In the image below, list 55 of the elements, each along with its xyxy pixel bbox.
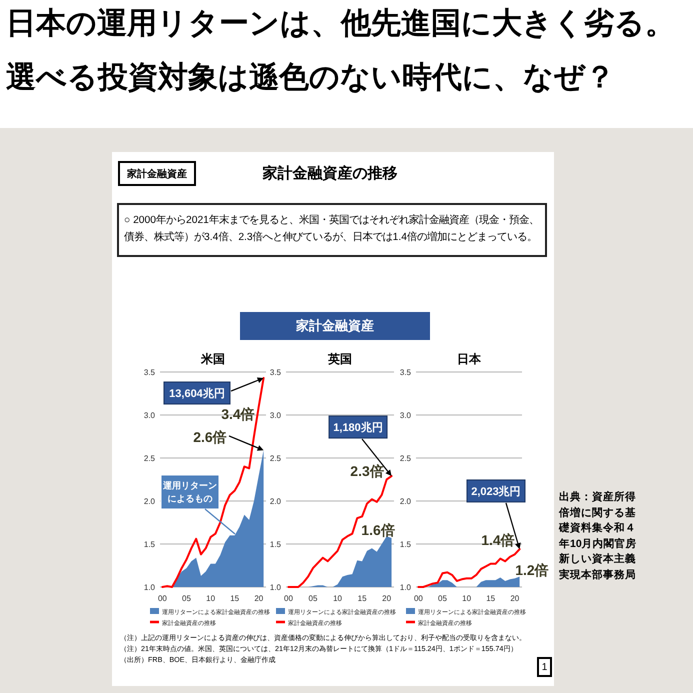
annotation: 2,023兆円 (471, 484, 521, 498)
line-series (161, 377, 265, 588)
annotation: 1.2倍 (515, 562, 549, 578)
y-tick-label: 1.5 (270, 540, 282, 549)
x-tick-label: 00 (414, 594, 424, 603)
x-tick-label: 05 (308, 594, 318, 603)
chart-title: 米国 (200, 352, 225, 366)
y-tick-label: 1.5 (144, 540, 156, 549)
y-tick-label: 3.0 (144, 411, 156, 420)
x-tick-label: 10 (462, 594, 472, 603)
x-tick-label: 10 (206, 594, 216, 603)
text: 家計金融資産 (118, 161, 196, 186)
y-tick-label: 2.5 (144, 454, 156, 463)
x-tick-label: 00 (284, 594, 294, 603)
y-tick-label: 3.5 (270, 368, 282, 377)
y-tick-label: 3.5 (400, 368, 412, 377)
y-tick-label: 2.0 (144, 497, 156, 506)
x-tick-label: 20 (254, 594, 264, 603)
annotation: 2.3倍 (350, 463, 384, 480)
x-tick-label: 00 (158, 594, 168, 603)
annotation: 1.4倍 (481, 532, 515, 548)
y-tick-label: 3.0 (400, 411, 412, 420)
y-tick-label: 2.5 (270, 454, 282, 463)
text: 家計金融資産の推移 (262, 164, 398, 184)
text: ○ 2000年から2021年末までを見ると、米国・英国ではそれぞれ家計金融資産（現金・預金、債券、株式等）が3.4倍、2.3倍へと伸びているが、日本では1.4倍の増加にとどまっている。 (117, 203, 547, 257)
x-tick-label: 20 (510, 594, 520, 603)
y-tick-label: 1.5 (400, 540, 412, 549)
text: 選べる投資対象は遜色のない時代に、なぜ？ (6, 60, 616, 96)
annotation: 13,604兆円 (169, 387, 225, 400)
y-tick-label: 2.0 (270, 497, 282, 506)
y-tick-label: 3.0 (270, 411, 282, 420)
y-tick-label: 2.5 (400, 454, 412, 463)
annotation: 1,180兆円 (333, 421, 383, 434)
text: 家計金融資産 (240, 312, 430, 340)
text: 1 (537, 657, 552, 677)
source-note: 出典：資産所得倍増に関する基礎資料集令和４年10月内閣官房新しい資本主義実現本部事務局 (559, 490, 638, 582)
y-tick-label: 1.0 (144, 583, 156, 592)
annotation: 3.4倍 (221, 406, 255, 422)
y-tick-label: 1.0 (400, 583, 412, 592)
x-tick-label: 10 (333, 594, 343, 603)
annotation: 運用リターンによるもの (162, 480, 217, 504)
x-tick-label: 15 (486, 594, 496, 603)
text: 日本の運用リターンは、他先進国に大きく劣る。 (6, 6, 676, 42)
annotation: 1.6倍 (361, 522, 395, 538)
x-tick-label: 15 (230, 594, 240, 603)
annotation: 2.6倍 (193, 428, 227, 445)
chart-title: 日本 (457, 352, 482, 366)
chart-title: 英国 (327, 352, 352, 366)
y-tick-label: 2.0 (400, 497, 412, 506)
x-tick-label: 20 (382, 594, 392, 603)
x-tick-label: 05 (182, 594, 192, 603)
y-tick-label: 1.0 (270, 583, 282, 592)
x-tick-label: 05 (438, 594, 448, 603)
x-tick-label: 15 (358, 594, 368, 603)
y-tick-label: 3.5 (144, 368, 156, 377)
